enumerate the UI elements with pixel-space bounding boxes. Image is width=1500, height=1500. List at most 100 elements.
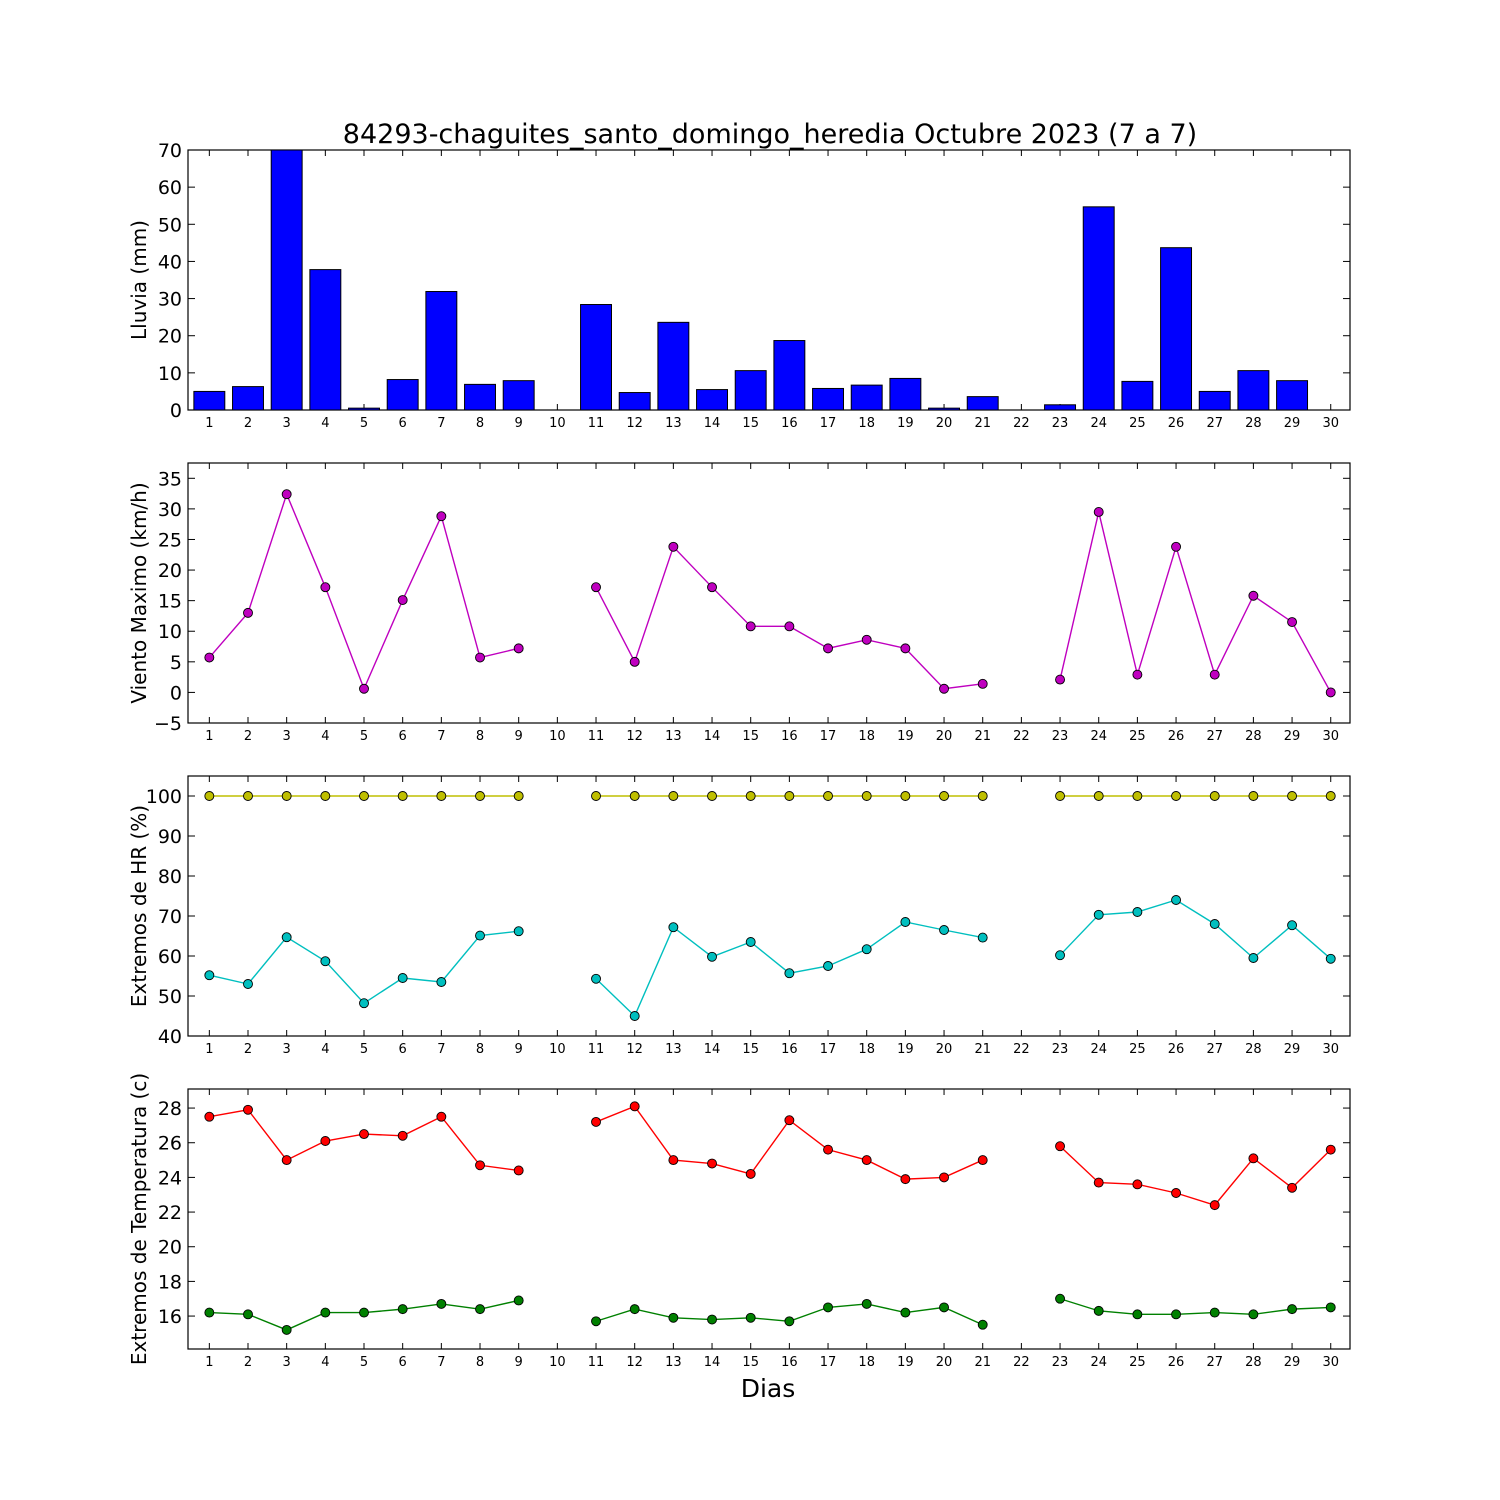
point-temp-min (1171, 1309, 1182, 1320)
x-tick-label: 23 (1052, 416, 1069, 431)
point-hr-max (629, 791, 640, 801)
x-tick-label: 17 (820, 1355, 837, 1370)
point-wind-max (1055, 674, 1065, 685)
point-temp-max (320, 1136, 331, 1146)
point-wind-max (243, 607, 253, 618)
plot-frame (187, 775, 1351, 1037)
point-hr-max (1132, 791, 1143, 801)
x-tick-label: 22 (1013, 729, 1030, 744)
x-tick-label: 23 (1052, 729, 1069, 744)
x-tick-label: 26 (1168, 729, 1185, 744)
x-tick-label: 18 (858, 729, 875, 744)
x-tick-label: 12 (626, 1355, 643, 1370)
bar-rain (696, 389, 728, 411)
point-temp-max (784, 1115, 795, 1126)
x-tick-label: 2 (244, 1042, 252, 1057)
x-tick-label: 15 (742, 1042, 759, 1057)
y-axis-label: Extremos de Temperatura (c) (127, 1073, 151, 1365)
y-tick-label: 50 (158, 986, 182, 1008)
plot-frame (187, 149, 1351, 411)
x-tick-label: 11 (588, 1042, 605, 1057)
bar-rain (348, 407, 380, 411)
x-tick-label: 25 (1129, 416, 1146, 431)
point-wind-max (397, 595, 408, 605)
point-hr-max (939, 791, 949, 801)
point-temp-max (281, 1155, 292, 1166)
x-tick-label: 7 (437, 1355, 445, 1370)
point-temp-min (1287, 1304, 1298, 1315)
point-temp-max (861, 1155, 872, 1166)
x-tick-label: 20 (936, 729, 953, 744)
point-temp-max (629, 1101, 640, 1112)
x-tick-label: 20 (936, 1355, 953, 1370)
bar-rain (657, 321, 690, 411)
x-tick-label: 3 (283, 416, 291, 431)
point-wind-max (475, 652, 485, 663)
bar-rain (232, 386, 264, 411)
x-tick-label: 28 (1245, 1042, 1262, 1057)
y-tick-label: 90 (158, 826, 182, 848)
point-temp-min (436, 1298, 447, 1309)
point-hr-min (281, 932, 292, 943)
y-axis-label: Viento Maximo (km/h) (127, 482, 151, 703)
point-hr-max (281, 791, 292, 801)
point-hr-min (784, 968, 795, 979)
x-tick-label: 19 (897, 729, 914, 744)
point-temp-max (204, 1111, 215, 1122)
x-tick-label: 14 (704, 1042, 721, 1057)
point-hr-max (1325, 791, 1336, 801)
x-tick-label: 8 (476, 1042, 484, 1057)
point-hr-min (745, 937, 756, 947)
x-tick-label: 4 (321, 729, 329, 744)
point-temp-max (745, 1168, 756, 1179)
bar-rain (1160, 247, 1193, 411)
x-tick-label: 25 (1129, 729, 1146, 744)
point-temp-min (939, 1302, 949, 1313)
point-temp-min (1055, 1293, 1065, 1304)
bar-rain (270, 149, 303, 411)
x-tick-label: 2 (244, 416, 252, 431)
x-tick-label: 10 (549, 1042, 566, 1057)
point-temp-min (475, 1304, 485, 1315)
y-tick-label: 10 (158, 621, 182, 643)
point-hr-min (668, 922, 679, 933)
bar-rain (928, 407, 961, 411)
x-tick-label: 3 (283, 1042, 291, 1057)
x-tick-label: 7 (437, 416, 445, 431)
point-hr-min (359, 998, 369, 1009)
point-temp-max (1132, 1179, 1143, 1190)
point-temp-max (939, 1172, 949, 1183)
point-hr-max (707, 791, 717, 801)
x-tick-label: 26 (1168, 1042, 1185, 1057)
bar-rain (966, 396, 999, 411)
point-hr-min (1093, 909, 1104, 920)
series-line-wind-max (595, 545, 983, 690)
y-tick-label: 35 (158, 468, 182, 490)
bar-rain (773, 340, 806, 411)
x-tick-label: 20 (936, 1042, 953, 1057)
series-line-temp-max (209, 1109, 519, 1172)
point-wind-max (745, 621, 756, 632)
point-hr-min (939, 925, 949, 935)
x-tick-label: 22 (1013, 1042, 1030, 1057)
x-tick-label: 13 (665, 729, 682, 744)
point-wind-max (1248, 590, 1259, 601)
x-tick-label: 11 (588, 1355, 605, 1370)
point-hr-min (1248, 953, 1259, 963)
point-hr-max (397, 791, 408, 801)
x-tick-label: 30 (1322, 416, 1339, 431)
point-hr-min (243, 979, 253, 989)
x-tick-label: 13 (665, 1042, 682, 1057)
point-wind-max (629, 656, 640, 667)
x-tick-label: 24 (1090, 1355, 1107, 1370)
point-temp-min (359, 1307, 369, 1318)
chart-title: 84293-chaguites_santo_domingo_heredia Oc… (343, 119, 1197, 150)
point-hr-min (707, 951, 717, 962)
x-tick-label: 16 (781, 729, 798, 744)
x-tick-label: 1 (205, 416, 213, 431)
x-tick-label: 26 (1168, 1355, 1185, 1370)
x-tick-label: 10 (549, 416, 566, 431)
point-temp-max (1248, 1153, 1259, 1164)
point-temp-max (668, 1155, 679, 1166)
